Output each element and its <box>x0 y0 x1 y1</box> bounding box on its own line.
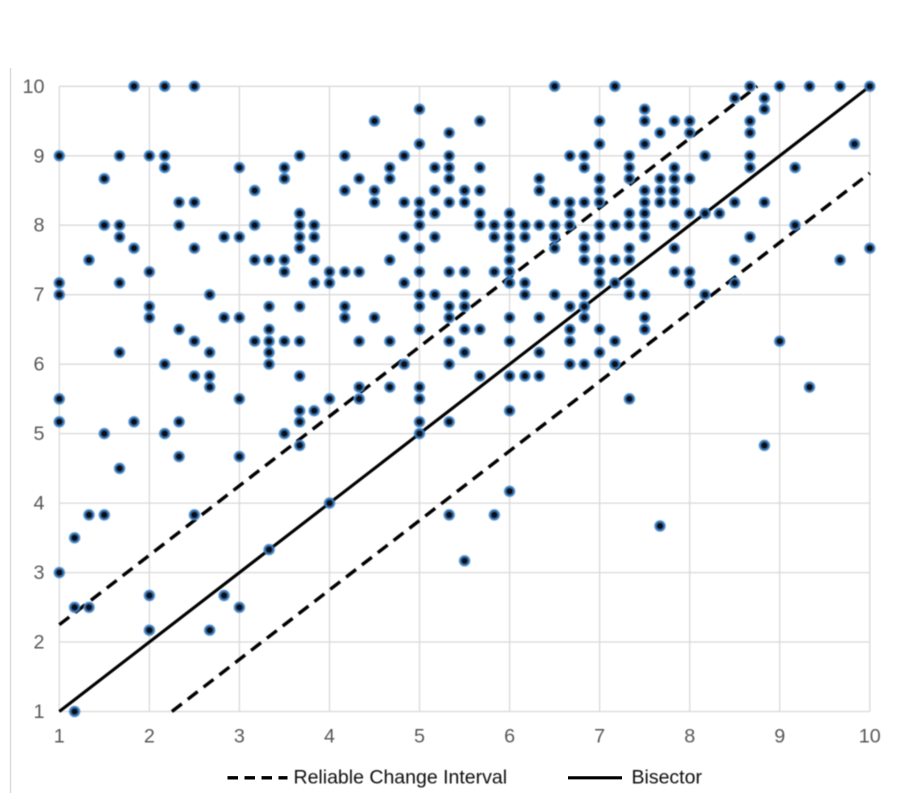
svg-text:7: 7 <box>33 284 44 306</box>
svg-text:10: 10 <box>22 76 44 98</box>
svg-text:8: 8 <box>33 215 44 237</box>
svg-text:6: 6 <box>504 726 515 748</box>
svg-text:6: 6 <box>33 354 44 376</box>
svg-text:5: 5 <box>414 726 425 748</box>
svg-text:Bisector: Bisector <box>632 767 703 789</box>
svg-text:Reliable Change Interval: Reliable Change Interval <box>294 767 508 789</box>
svg-text:1: 1 <box>54 726 65 748</box>
svg-text:3: 3 <box>234 726 245 748</box>
svg-text:8: 8 <box>684 726 695 748</box>
svg-text:4: 4 <box>324 726 335 748</box>
svg-text:4: 4 <box>33 493 44 515</box>
svg-text:10: 10 <box>859 726 881 748</box>
svg-text:9: 9 <box>774 726 785 748</box>
svg-text:2: 2 <box>144 726 155 748</box>
svg-text:9: 9 <box>33 145 44 167</box>
svg-text:3: 3 <box>33 562 44 584</box>
svg-text:7: 7 <box>594 726 605 748</box>
svg-text:1: 1 <box>33 701 44 723</box>
svg-text:5: 5 <box>33 423 44 445</box>
svg-text:2: 2 <box>33 632 44 654</box>
